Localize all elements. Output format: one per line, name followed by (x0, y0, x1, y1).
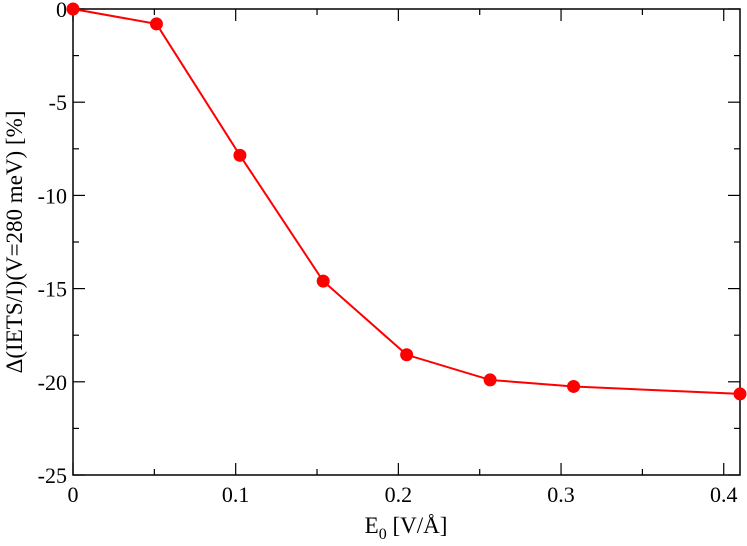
axis-ticks (72, 8, 740, 476)
x-tick-label: 0.2 (385, 482, 413, 507)
tick-labels: 0 0.1 0.2 0.3 0.4 0 -5 -10 -15 -20 -25 (38, 0, 738, 507)
data-point (149, 17, 163, 31)
series-line (72, 8, 741, 395)
y-tick-label: -15 (38, 277, 67, 302)
x-axis-title: E0 [V/Å] (365, 513, 448, 543)
x-axis-title-unit: [V/Å] (387, 513, 448, 538)
y-tick-label: -25 (38, 463, 67, 488)
data-point (567, 379, 581, 393)
x-axis-title-main: E (365, 513, 379, 538)
x-tick-label: 0.3 (547, 482, 575, 507)
x-tick-label: 0.1 (222, 482, 250, 507)
plot-frame (72, 8, 741, 476)
x-tick-label: 0 (68, 482, 79, 507)
data-point (316, 274, 330, 288)
y-tick-label: 0 (56, 0, 67, 22)
data-point (483, 373, 497, 387)
data-point (233, 148, 247, 162)
series-layer (66, 2, 747, 401)
x-axis-title-subscript: 0 (379, 526, 387, 543)
y-tick-label: -20 (38, 370, 67, 395)
data-point (66, 2, 80, 16)
y-axis-title: Δ(IETS/I)(V=280 meV) [%] (2, 111, 27, 374)
y-tick-label: -5 (49, 90, 67, 115)
x-tick-label: 0.4 (710, 482, 738, 507)
data-point (400, 348, 414, 362)
y-tick-label: -10 (38, 183, 67, 208)
data-point (733, 387, 747, 401)
